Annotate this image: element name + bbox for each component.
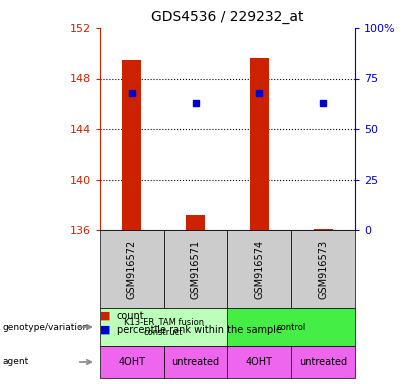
- Text: untreated: untreated: [299, 357, 347, 367]
- Text: genotype/variation: genotype/variation: [2, 323, 88, 331]
- Text: GSM916572: GSM916572: [127, 239, 137, 299]
- Text: untreated: untreated: [171, 357, 220, 367]
- Text: agent: agent: [2, 358, 29, 366]
- Text: GSM916571: GSM916571: [191, 240, 201, 299]
- Text: percentile rank within the sample: percentile rank within the sample: [117, 325, 282, 335]
- Text: GDS4536 / 229232_at: GDS4536 / 229232_at: [151, 10, 304, 24]
- Bar: [314, 229, 333, 230]
- Bar: [122, 60, 142, 230]
- Text: GSM916574: GSM916574: [255, 240, 264, 299]
- Text: ■: ■: [100, 325, 110, 335]
- Text: K13-ER_TAM fusion
construct: K13-ER_TAM fusion construct: [123, 317, 204, 337]
- Text: 4OHT: 4OHT: [118, 357, 145, 367]
- Text: control: control: [277, 323, 306, 331]
- Text: ■: ■: [100, 311, 110, 321]
- Text: count: count: [117, 311, 144, 321]
- Bar: [250, 58, 269, 230]
- Text: 4OHT: 4OHT: [246, 357, 273, 367]
- Bar: [186, 215, 205, 230]
- Text: GSM916573: GSM916573: [318, 240, 328, 299]
